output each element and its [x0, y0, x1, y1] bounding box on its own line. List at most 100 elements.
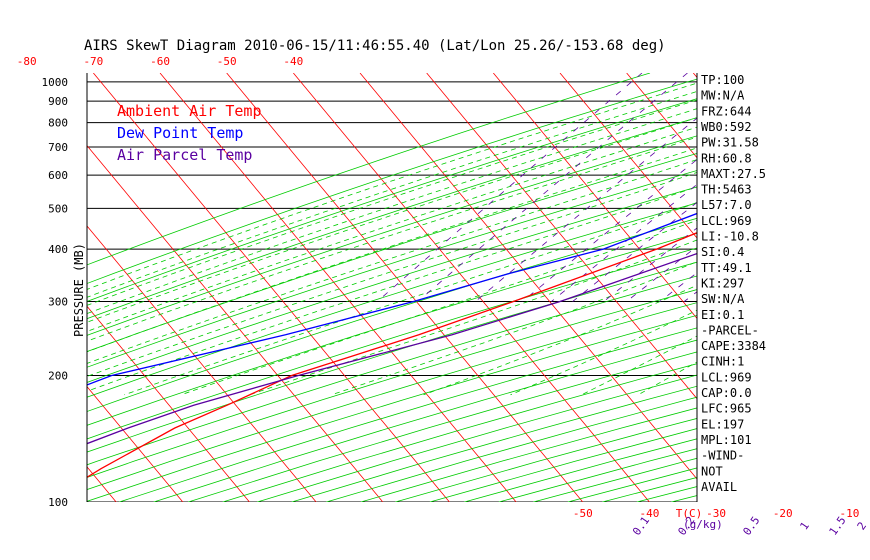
mixing-ratio-line	[522, 159, 697, 302]
stats-item: TH:5463	[701, 183, 752, 197]
dry-adiabat-line	[87, 78, 697, 284]
isotherm-line	[293, 73, 650, 502]
pressure-tick-label: 900	[48, 95, 68, 108]
stats-item: RH:60.8	[701, 151, 752, 165]
mixing-ratio-line	[805, 73, 870, 302]
stats-item: WB0:592	[701, 120, 752, 134]
dry-adiabat-line	[87, 217, 697, 412]
isotherm-line	[226, 73, 584, 502]
isotherm-line	[359, 73, 697, 480]
stats-item: TT:49.1	[701, 261, 752, 275]
moist-adiabat-line	[87, 82, 697, 290]
stats-item: KI:297	[701, 276, 744, 290]
dry-adiabat-line	[87, 170, 697, 368]
mixing-ratio-line	[376, 73, 643, 302]
dry-adiabat-line	[87, 73, 651, 266]
stats-item: CINH:1	[701, 355, 744, 369]
isotherm-line	[87, 466, 117, 502]
stats-item: CAP:0.0	[701, 386, 752, 400]
data-traces	[87, 212, 697, 479]
stats-item: L57:7.0	[701, 198, 752, 212]
top-temp-tick-label: -70	[83, 55, 103, 68]
isotherm-line	[493, 73, 697, 319]
dry-adiabat-line	[429, 428, 697, 502]
bottom-temp-tick-label: -20	[773, 507, 793, 520]
dry-adiabat-line	[87, 314, 697, 502]
dry-adiabat-line	[87, 117, 697, 320]
stats-item: LI:-10.8	[701, 230, 759, 244]
pressure-tick-label: 600	[48, 169, 68, 182]
stats-item: MW:N/A	[701, 89, 745, 103]
bottom-temp-unit-label: T(C)	[676, 507, 703, 520]
pressure-tick-label: 300	[48, 296, 68, 309]
dry-adiabat-line	[119, 327, 697, 502]
legend-entry: Ambient Air Temp	[117, 102, 262, 120]
dry-adiabat-line	[87, 302, 697, 490]
moist-adiabat-line	[510, 309, 697, 396]
moist-adiabat-line	[87, 186, 697, 392]
bottom-temp-tick-label: -10	[839, 507, 859, 520]
legend-entry: Air Parcel Temp	[117, 146, 252, 164]
ambient-air-temp-line	[87, 232, 697, 479]
isotherm-line	[626, 73, 697, 159]
dry-adiabat-line	[87, 98, 697, 302]
pressure-tick-label: 100	[48, 496, 68, 509]
legend-entry: Dew Point Temp	[117, 124, 243, 142]
stats-item: TP:100	[701, 73, 744, 87]
moist-adiabat-line	[124, 202, 697, 396]
dry-adiabat-line	[87, 186, 697, 383]
isotherm-line	[93, 73, 450, 502]
dry-adiabat-line	[360, 407, 697, 502]
stats-item: NOT	[701, 464, 723, 478]
stats-item: AVAIL	[701, 480, 737, 494]
mixing-ratio-line	[551, 183, 697, 302]
isotherm-line	[87, 305, 250, 502]
stats-item: LCL:969	[701, 370, 752, 384]
stats-item: -PARCEL-	[701, 323, 759, 337]
dry-adiabat-line	[87, 289, 697, 478]
top-temp-tick-label: -50	[217, 55, 237, 68]
dew-point-temp-line	[87, 212, 697, 386]
y-axis-label: PRESSURE (MB)	[72, 243, 86, 337]
moist-adiabat-line	[87, 91, 697, 298]
pressure-tick-label: 800	[48, 117, 68, 130]
dry-adiabat-line	[87, 135, 697, 336]
stats-item: SW:N/A	[701, 292, 745, 306]
mixing-ratio-line	[475, 117, 697, 302]
pressure-tick-label: 500	[48, 202, 68, 215]
dry-adiabat-line	[87, 261, 697, 453]
mixing-ratio-unit-label: (g/kg)	[683, 518, 723, 531]
dry-adiabat-line	[498, 448, 697, 502]
mixing-ratio-line	[740, 73, 870, 302]
isotherm-line	[559, 73, 697, 239]
dry-adiabat-line	[291, 385, 697, 502]
dry-adiabat-line	[87, 275, 697, 466]
dry-adiabat-line	[464, 438, 697, 502]
moist-adiabat-line	[249, 239, 697, 396]
top-temp-tick-label: -80	[17, 55, 37, 68]
mixing-ratio-line	[833, 73, 870, 302]
top-temp-tick-label: -60	[150, 55, 170, 68]
moist-adiabat-line	[180, 219, 697, 396]
stats-item: LFC:965	[701, 402, 752, 416]
moist-adiabat-line	[423, 284, 697, 396]
moist-adiabat-line	[87, 172, 697, 377]
background-lines	[87, 73, 870, 502]
stats-item: LCL:969	[701, 214, 752, 228]
isotherm-line	[87, 145, 384, 502]
dry-adiabat-line	[87, 202, 697, 398]
chart-title: AIRS SkewT Diagram 2010-06-15/11:46:55.4…	[84, 38, 666, 54]
isotherm-line	[827, 73, 870, 502]
stats-item: PW:31.58	[701, 136, 759, 150]
stats-item: -WIND-	[701, 449, 744, 463]
moist-adiabat-line	[331, 261, 697, 396]
pressure-tick-label: 200	[48, 370, 68, 383]
moist-adiabat-line	[87, 99, 697, 306]
stats-item: MAXT:27.5	[701, 167, 766, 181]
mixing-ratio-tick-label: 0.5	[740, 514, 762, 538]
moist-adiabat-line	[87, 136, 697, 342]
dry-adiabat-line	[257, 374, 697, 502]
mixing-ratio-line	[787, 73, 870, 302]
stats-item: EI:0.1	[701, 308, 744, 322]
